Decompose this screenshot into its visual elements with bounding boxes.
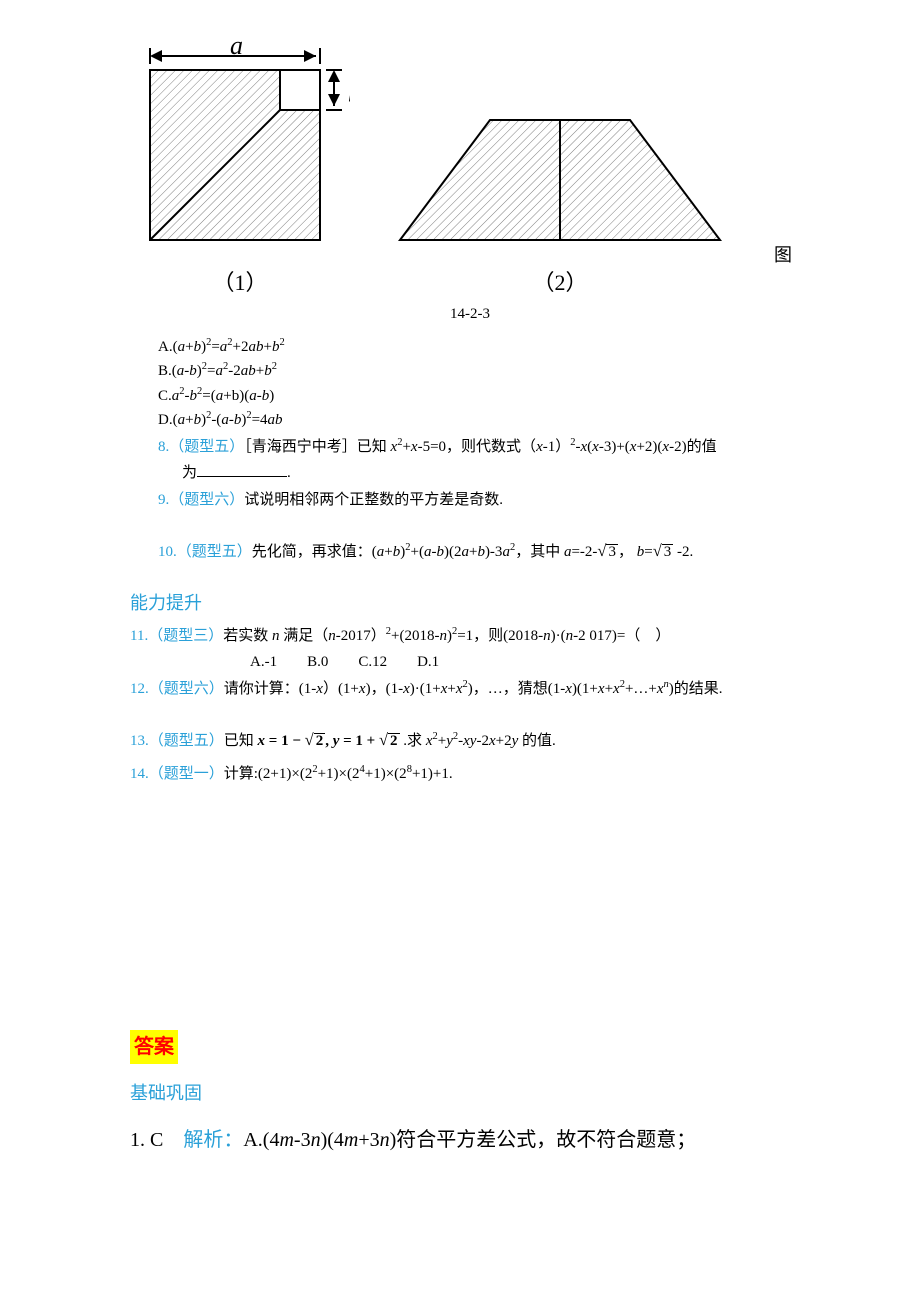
solution-1: 1. C 解析：A.(4m-3n)(4m+3n)符合平方差公式，故不符合题意； [130, 1121, 810, 1159]
option-c-expr: a2-b2=(a+b)(a-b) [172, 388, 274, 404]
sol1-num: 1. C [130, 1129, 163, 1151]
q8-line2: 为. [182, 462, 810, 485]
q13-lead: 已知 [224, 733, 258, 749]
sqrt-icon: √3 [597, 539, 618, 564]
q10-lead: 先化简，再求值： [252, 544, 372, 560]
q14-num: 14.（题型一） [130, 766, 224, 782]
q8-text: ［青海西宁中考］已知 x2+x-5=0，则代数式（x-1）2-x(x-3)+(x… [244, 439, 716, 455]
q14-text: 计算:(2+1)×(22+1)×(24+1)×(28+1)+1. [224, 766, 453, 782]
question-11: 11.（题型三）若实数 n 满足（n-2017）2+(2018-n)2=1，则(… [130, 625, 810, 648]
sol1-text: A.(4m-3n)(4m+3n)符合平方差公式，故不符合题意； [243, 1129, 696, 1151]
q12-num: 12.（题型六） [130, 681, 224, 697]
section-basic-title: 基础巩固 [130, 1080, 810, 1107]
sqrt-icon: √2 [305, 728, 326, 753]
sqrt-icon: √3 [653, 539, 674, 564]
option-a-expr: (a+b)2=a2+2ab+b2 [173, 339, 285, 355]
figure-2-label: （2） [532, 266, 587, 299]
figure-side-text: 图 [774, 242, 792, 269]
question-12: 12.（题型六）请你计算：(1-x）(1+x)，(1-x)·(1+x+x2)，…… [130, 678, 810, 701]
figure-caption: 14-2-3 [130, 303, 810, 326]
question-14: 14.（题型一）计算:(2+1)×(22+1)×(24+1)×(28+1)+1. [130, 763, 810, 786]
answers-heading: 答案 [130, 1030, 178, 1064]
q8-tail: 为 [182, 465, 197, 481]
q9-text: 试说明相邻两个正整数的平方差是奇数. [244, 492, 503, 508]
option-d-prefix: D. [158, 412, 173, 428]
sqrt-icon: √2 [379, 728, 400, 753]
question-13: 13.（题型五）已知 x = 1 − √2, y = 1 + √2 .求 x2+… [130, 728, 810, 753]
q11-num: 11.（题型三） [130, 628, 223, 644]
q12-text: 请你计算：(1-x）(1+x)，(1-x)·(1+x+x2)，…，猜想(1-x)… [224, 681, 723, 697]
q8-period: . [287, 465, 291, 481]
section-ability-title: 能力提升 [130, 590, 810, 617]
figure-2-svg [390, 110, 730, 260]
question-10: 10.（题型五）先化简，再求值：(a+b)2+(a-b)(2a+b)-3a2，其… [158, 539, 810, 564]
q13-mid: , y = 1 + [325, 733, 379, 749]
question-8: 8.（题型五）［青海西宁中考］已知 x2+x-5=0，则代数式（x-1）2-x(… [158, 436, 810, 459]
page: a b （1） （2） 图 14-2-3 A.(a+b)2=a2+2ab+b2 … [0, 0, 920, 1219]
option-a-prefix: A. [158, 339, 173, 355]
sol1-jiexi: 解析： [183, 1129, 243, 1151]
option-d: D.(a+b)2-(a-b)2=4ab [158, 409, 810, 432]
figure-1-svg: a b [130, 40, 350, 260]
option-c: C.a2-b2=(a+b)(a-b) [158, 385, 810, 408]
q9-num: 9.（题型六） [158, 492, 244, 508]
figure-1-label: （1） [212, 266, 267, 299]
figure-row: a b （1） （2） 图 [130, 40, 810, 299]
figure-1-wrap: a b （1） [130, 40, 350, 299]
option-b: B.(a-b)2=a2-2ab+b2 [158, 360, 810, 383]
label-b: b [348, 79, 350, 108]
answers-heading-wrap: 答案 [130, 970, 810, 1064]
q8-blank [197, 462, 287, 477]
option-b-expr: (a-b)2=a2-2ab+b2 [172, 363, 277, 379]
q11-text: 若实数 n 满足（n-2017）2+(2018-n)2=1，则(2018-n)·… [223, 628, 670, 644]
q13-xy: x = 1 − [258, 733, 305, 749]
q10-expr: (a+b)2+(a-b)(2a+b)-3a2，其中 a=-2- [372, 544, 598, 560]
option-b-prefix: B. [158, 363, 172, 379]
question-9: 9.（题型六）试说明相邻两个正整数的平方差是奇数. [158, 489, 810, 512]
q10-num: 10.（题型五） [158, 544, 252, 560]
q11-choices: A.-1 B.0 C.12 D.1 [250, 651, 810, 674]
label-a: a [230, 40, 243, 60]
q10-tail: -2. [673, 544, 693, 560]
q10-mid: ， b= [618, 544, 653, 560]
q13-num: 13.（题型五） [130, 733, 224, 749]
option-c-prefix: C. [158, 388, 172, 404]
option-d-expr: (a+b)2-(a-b)2=4ab [173, 412, 283, 428]
option-a: A.(a+b)2=a2+2ab+b2 [158, 336, 810, 359]
q13-after: .求 x2+y2-xy-2x+2y 的值. [400, 733, 556, 749]
figure-2-wrap: （2） [390, 110, 730, 299]
q8-num: 8.（题型五） [158, 439, 244, 455]
